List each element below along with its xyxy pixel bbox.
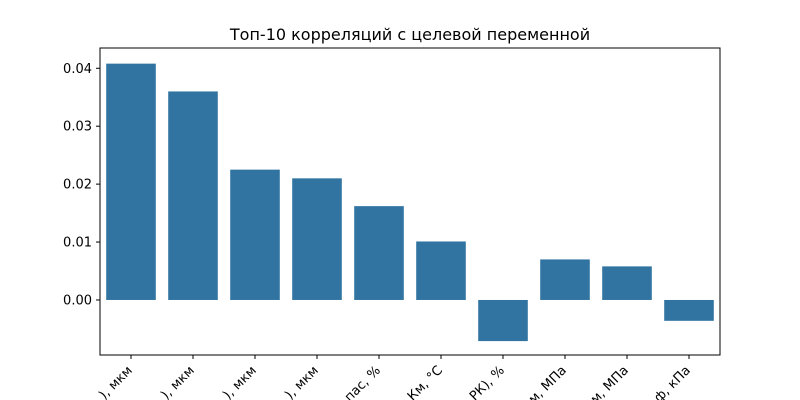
y-tick-label: 0.00 bbox=[63, 293, 92, 308]
y-tick-label: 0.04 bbox=[63, 62, 92, 77]
bars-group bbox=[106, 63, 714, 342]
x-tick-label: м, МПа bbox=[588, 363, 632, 400]
x-tick-label: РК), % bbox=[467, 363, 508, 400]
chart-title: Топ-10 корреляций с целевой переменной bbox=[229, 25, 590, 44]
bar-9 bbox=[602, 266, 652, 300]
bar-5 bbox=[354, 206, 404, 300]
y-tick-label: 0.03 bbox=[63, 120, 92, 135]
x-tick-label: ), мкм bbox=[282, 363, 321, 400]
bar-7 bbox=[478, 299, 528, 342]
x-tick-label: ф, кПа bbox=[651, 363, 693, 400]
y-axis: 0.00 0.01 0.02 0.03 0.04 bbox=[63, 62, 100, 308]
x-tick-label: ), мкм bbox=[158, 363, 197, 400]
x-tick-label: пас, % bbox=[342, 363, 384, 400]
x-axis: ), мкм ), мкм ), мкм ), мкм пас, % Км, °C РК),… bbox=[96, 355, 694, 400]
bar-4 bbox=[292, 178, 342, 300]
bar-10 bbox=[664, 299, 714, 321]
x-tick-label: м, МПа bbox=[526, 363, 570, 400]
y-tick-label: 0.01 bbox=[63, 236, 92, 251]
plot-frame bbox=[99, 47, 721, 356]
bar-3 bbox=[230, 169, 280, 300]
bar-8 bbox=[540, 259, 590, 300]
x-tick-label: ), мкм bbox=[96, 363, 135, 400]
x-tick-label: Км, °C bbox=[405, 363, 446, 400]
bar-6 bbox=[416, 241, 466, 300]
bar-1 bbox=[106, 63, 156, 300]
bar-2 bbox=[168, 91, 218, 300]
y-tick-label: 0.02 bbox=[63, 178, 92, 193]
x-tick-label: ), мкм bbox=[220, 363, 259, 400]
